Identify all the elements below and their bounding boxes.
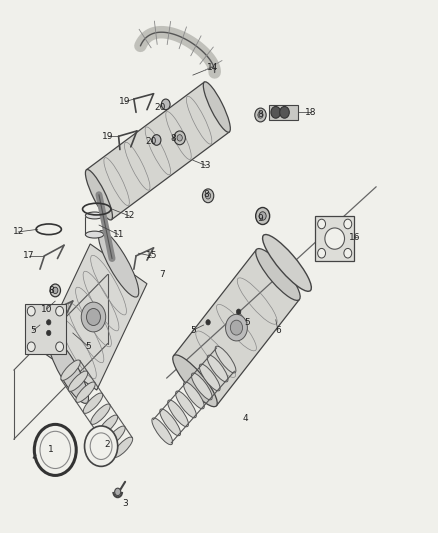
Ellipse shape xyxy=(160,409,180,435)
Ellipse shape xyxy=(85,169,113,220)
Text: 6: 6 xyxy=(275,326,281,335)
Circle shape xyxy=(280,107,289,118)
Ellipse shape xyxy=(91,404,110,424)
Ellipse shape xyxy=(98,415,118,435)
Ellipse shape xyxy=(168,400,188,427)
Circle shape xyxy=(27,306,35,316)
Circle shape xyxy=(258,112,263,118)
Polygon shape xyxy=(40,244,147,390)
Text: 15: 15 xyxy=(145,252,157,260)
Text: 8: 8 xyxy=(170,134,176,143)
Ellipse shape xyxy=(203,82,230,132)
Circle shape xyxy=(81,302,106,332)
Circle shape xyxy=(177,135,182,141)
Text: 19: 19 xyxy=(120,97,131,106)
Circle shape xyxy=(56,342,64,352)
Text: 8: 8 xyxy=(203,190,209,199)
Ellipse shape xyxy=(85,212,104,219)
Circle shape xyxy=(256,207,270,224)
Text: 9: 9 xyxy=(258,214,263,223)
Polygon shape xyxy=(315,216,354,261)
Ellipse shape xyxy=(215,346,236,373)
Circle shape xyxy=(53,287,58,294)
Text: 11: 11 xyxy=(113,230,124,239)
Text: 18: 18 xyxy=(305,108,316,117)
Circle shape xyxy=(344,248,352,258)
Text: 4: 4 xyxy=(242,414,248,423)
Text: 8: 8 xyxy=(258,110,263,119)
Circle shape xyxy=(255,108,266,122)
Text: 19: 19 xyxy=(102,132,113,141)
Text: 10: 10 xyxy=(41,304,52,313)
Ellipse shape xyxy=(207,355,228,382)
Circle shape xyxy=(46,330,51,336)
Circle shape xyxy=(230,320,243,335)
Circle shape xyxy=(27,342,35,352)
Text: 7: 7 xyxy=(159,270,165,279)
Ellipse shape xyxy=(61,360,80,381)
Circle shape xyxy=(318,248,325,258)
Text: 5: 5 xyxy=(85,342,91,351)
Circle shape xyxy=(46,320,51,325)
Ellipse shape xyxy=(262,235,311,292)
Ellipse shape xyxy=(85,231,104,238)
Ellipse shape xyxy=(152,418,173,445)
Polygon shape xyxy=(269,105,297,120)
Text: 12: 12 xyxy=(12,228,24,237)
Circle shape xyxy=(206,320,210,325)
Text: 2: 2 xyxy=(105,440,110,449)
Ellipse shape xyxy=(76,382,95,402)
Text: 12: 12 xyxy=(124,212,135,221)
Circle shape xyxy=(205,192,211,199)
Circle shape xyxy=(56,306,64,316)
Text: 1: 1 xyxy=(48,446,54,455)
Text: 3: 3 xyxy=(122,498,128,507)
Ellipse shape xyxy=(199,364,220,391)
Circle shape xyxy=(85,426,118,466)
Circle shape xyxy=(152,135,161,146)
Circle shape xyxy=(86,309,100,326)
Text: 5: 5 xyxy=(190,326,196,335)
Ellipse shape xyxy=(99,231,139,297)
Ellipse shape xyxy=(191,373,212,400)
Text: 17: 17 xyxy=(23,252,35,260)
Text: 5: 5 xyxy=(31,326,36,335)
Circle shape xyxy=(115,488,121,496)
Text: 20: 20 xyxy=(154,102,166,111)
Circle shape xyxy=(237,309,241,314)
Text: 8: 8 xyxy=(48,286,54,295)
Circle shape xyxy=(271,107,281,118)
Ellipse shape xyxy=(256,248,300,301)
Circle shape xyxy=(90,433,112,459)
Circle shape xyxy=(226,314,247,341)
Circle shape xyxy=(344,219,352,229)
Circle shape xyxy=(161,99,170,110)
Text: 14: 14 xyxy=(207,63,218,71)
Circle shape xyxy=(259,212,266,220)
Ellipse shape xyxy=(83,393,103,414)
Ellipse shape xyxy=(48,337,88,403)
Text: 13: 13 xyxy=(200,161,212,170)
Ellipse shape xyxy=(106,426,125,447)
Ellipse shape xyxy=(173,355,217,407)
Circle shape xyxy=(50,284,60,297)
Polygon shape xyxy=(25,304,66,354)
Ellipse shape xyxy=(176,391,196,418)
Ellipse shape xyxy=(68,371,88,391)
Text: 20: 20 xyxy=(146,137,157,146)
Circle shape xyxy=(202,189,214,203)
Text: 16: 16 xyxy=(349,233,360,242)
Polygon shape xyxy=(173,249,300,406)
Text: 5: 5 xyxy=(244,318,250,327)
Circle shape xyxy=(318,219,325,229)
Ellipse shape xyxy=(184,382,204,409)
Polygon shape xyxy=(86,82,230,220)
Ellipse shape xyxy=(113,437,133,457)
Circle shape xyxy=(174,131,185,145)
Ellipse shape xyxy=(325,228,345,249)
